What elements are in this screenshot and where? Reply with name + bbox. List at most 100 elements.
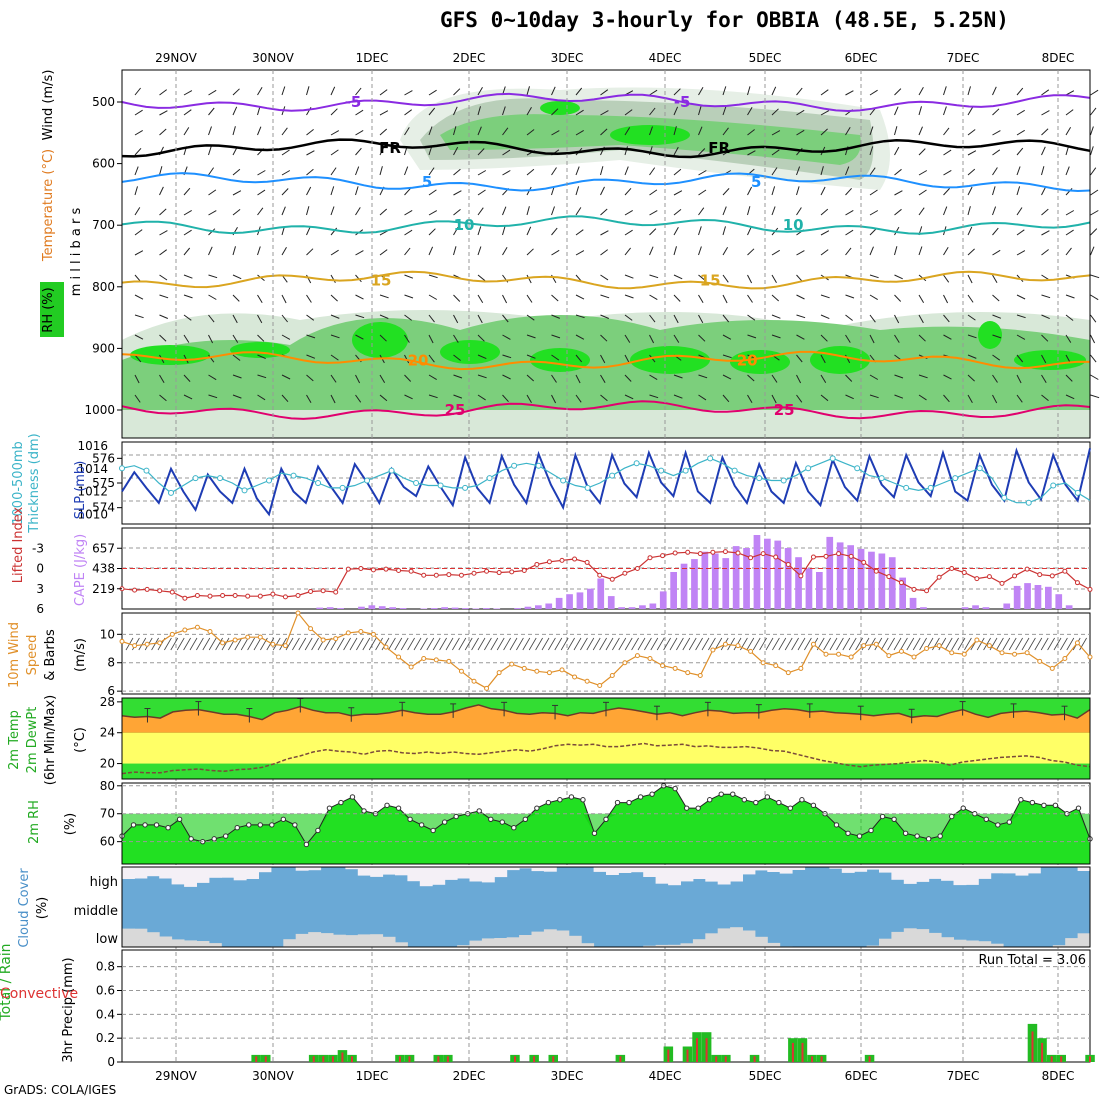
cloud-low-fill — [717, 928, 731, 947]
wind-barb — [698, 86, 704, 96]
axis-label-temp: Temperature (°C) — [41, 149, 56, 262]
cloud-low-fill — [742, 930, 756, 947]
cloud-low-fill — [1065, 938, 1079, 947]
rh-point — [234, 824, 240, 831]
wind-barb — [183, 637, 191, 651]
wind-barb — [526, 226, 532, 236]
li-point — [207, 593, 213, 599]
wind-barb — [944, 637, 953, 651]
tick-label: 438 — [92, 562, 115, 576]
wind-barb — [1090, 374, 1099, 380]
wind-barb — [477, 354, 487, 360]
wind-barb — [477, 106, 481, 116]
cloud-low-fill — [705, 933, 719, 947]
wind-barb — [183, 109, 192, 116]
thickness-point — [878, 475, 885, 482]
cloud-low-fill — [568, 935, 582, 947]
wind-speed-point — [685, 670, 691, 676]
li-point — [735, 550, 741, 556]
wind-barb — [869, 126, 874, 136]
wind-barb — [428, 167, 435, 176]
wind-speed-point — [1024, 650, 1030, 656]
wind-barb — [967, 274, 973, 284]
wind-barb — [253, 637, 262, 651]
rh-point — [326, 805, 333, 811]
cape-bar — [1024, 583, 1031, 609]
cloud-low-fill — [655, 944, 669, 947]
wind-barb — [698, 314, 704, 324]
wind-barb — [477, 394, 486, 401]
wind-barb — [894, 190, 903, 196]
wind-barb — [848, 637, 857, 651]
cape-bar — [441, 607, 448, 609]
cloud-high-gap — [469, 867, 483, 882]
wind-barb — [528, 637, 537, 651]
tick-label: 8 — [107, 656, 115, 670]
wind-barb — [176, 637, 185, 651]
precip-conv-bar — [437, 1056, 440, 1062]
cloud-low-fill — [357, 934, 371, 947]
precip-conv-bar — [715, 1056, 718, 1062]
wind-barb — [428, 334, 434, 344]
rh-point — [418, 822, 425, 828]
wind-barb — [134, 250, 144, 256]
wind-barb — [551, 334, 561, 339]
li-point — [1087, 586, 1093, 592]
wind-speed-point — [584, 678, 590, 684]
cloud-low-fill — [1077, 933, 1091, 947]
wind-barb — [894, 374, 904, 379]
wind-barb — [526, 86, 530, 96]
wind-barb — [600, 394, 608, 402]
wind-barb — [649, 294, 658, 301]
wind-barb — [232, 394, 242, 399]
wind-barb — [330, 294, 338, 302]
wind-barb — [600, 110, 609, 116]
wind-barb — [134, 229, 143, 236]
precip-conv-bar — [552, 1056, 555, 1062]
cloud-high-gap — [630, 867, 644, 873]
tick-label-slp: 1012 — [77, 485, 108, 499]
wind-barb — [624, 146, 628, 156]
wind-barb — [894, 274, 903, 280]
rh-point — [914, 833, 920, 839]
cape-bar — [358, 606, 365, 609]
wind-barb — [1065, 294, 1075, 299]
cloud-high-gap — [184, 867, 197, 887]
wind-barb — [379, 334, 387, 342]
wind-barb — [957, 637, 966, 651]
rh-point — [142, 822, 148, 828]
wind-barb — [477, 207, 484, 216]
cloud-low-fill — [916, 929, 930, 947]
wind-barb — [368, 637, 377, 651]
wind-barb — [234, 637, 243, 651]
wind-speed-point — [760, 660, 766, 666]
wind-barb — [159, 314, 168, 319]
wind-speed-point — [1062, 655, 1068, 661]
thickness-point — [805, 465, 812, 472]
wind-barb — [918, 170, 928, 176]
wind-barb — [1016, 207, 1023, 216]
cloud-low-fill — [295, 933, 309, 947]
li-point — [647, 555, 653, 561]
wind-barb — [551, 86, 556, 96]
cape-bar — [805, 568, 813, 609]
li-point — [572, 556, 578, 562]
wind-barb — [159, 374, 165, 384]
wind-barb — [1041, 89, 1050, 96]
tick-label: 0.2 — [96, 1031, 115, 1045]
wind-barb — [428, 89, 437, 96]
isotherm-label: 5 — [751, 173, 761, 191]
wind-barb — [1041, 274, 1050, 281]
date-label-top: 6DEC — [845, 51, 878, 65]
cloud-high-gap — [978, 867, 992, 879]
wind-barb — [208, 189, 217, 196]
rh-point — [937, 833, 943, 839]
wind-barb — [575, 374, 581, 384]
rh-point — [741, 797, 747, 803]
rh-point — [303, 841, 310, 848]
wind-barb — [134, 109, 143, 116]
isotherm-line — [121, 350, 1091, 371]
wind-barb — [281, 334, 291, 340]
wind-barb — [1008, 637, 1017, 651]
axis-label: (6hr Min/Max) — [43, 695, 58, 785]
